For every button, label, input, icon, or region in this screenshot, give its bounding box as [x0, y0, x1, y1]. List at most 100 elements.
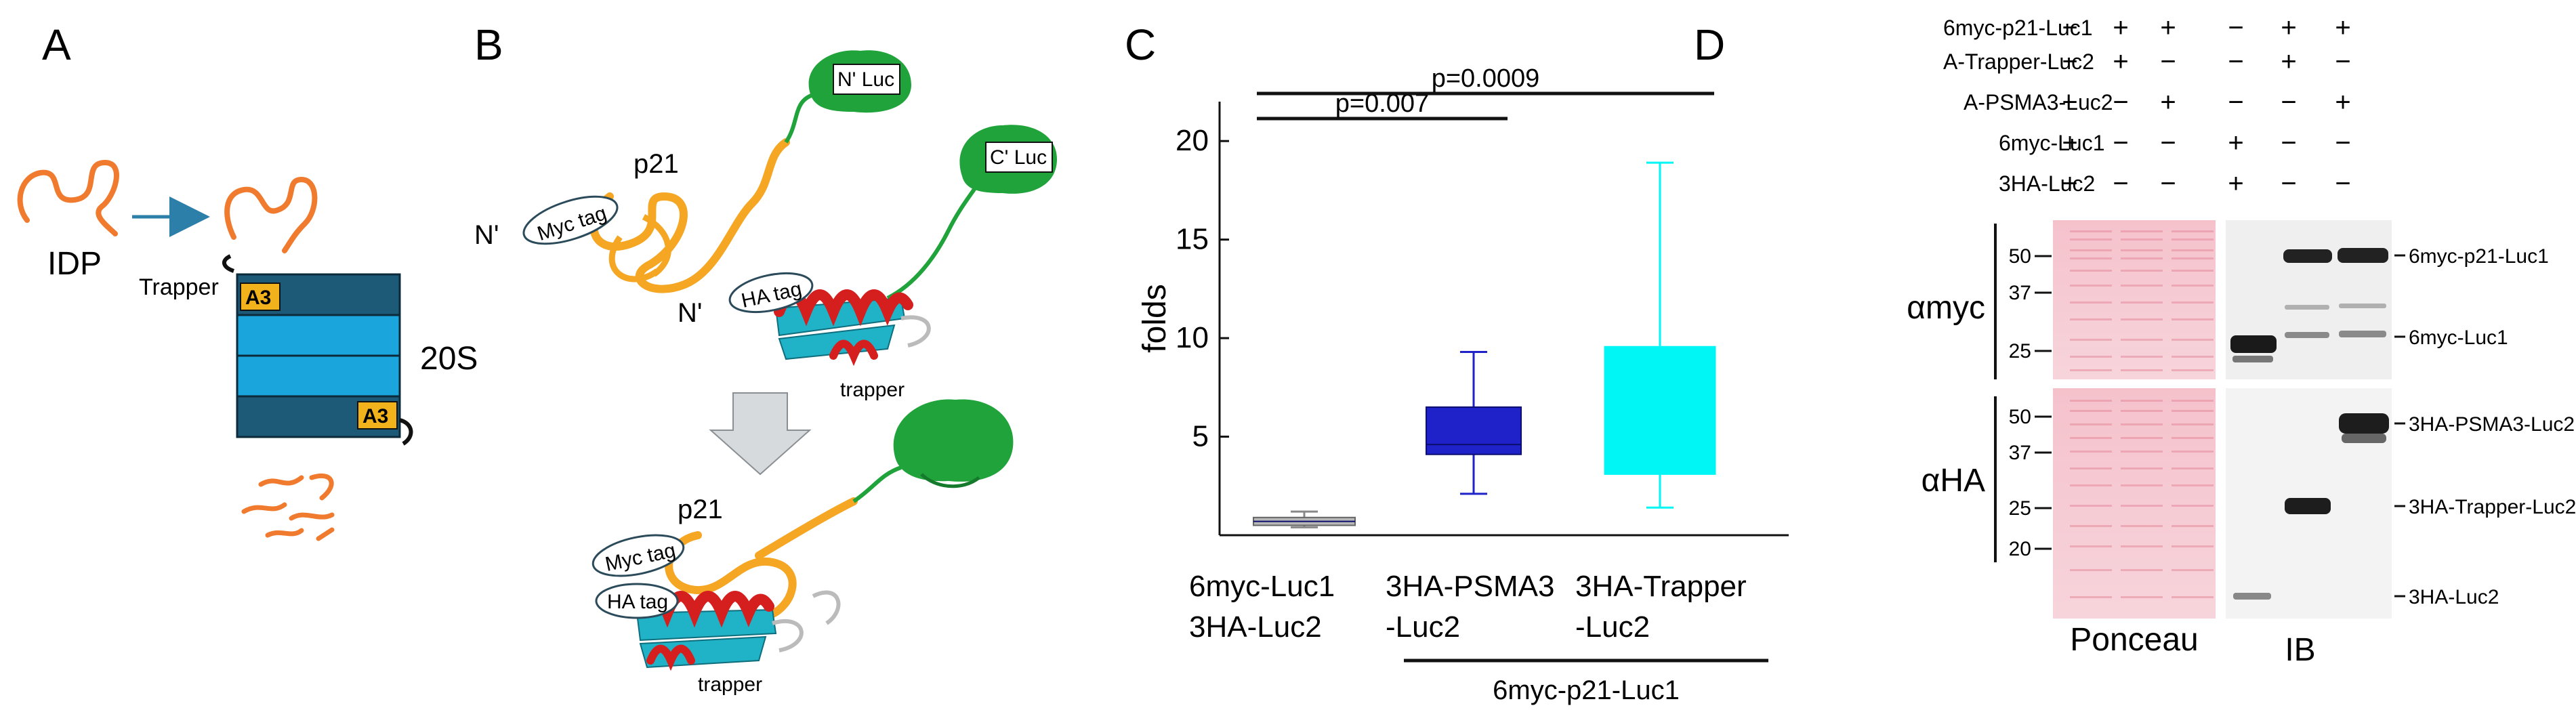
- idp-squiggle: [17, 159, 119, 236]
- panel-b: B p21 N' Luc Myc tag N' N' C' Luc HA tag…: [474, 20, 1057, 696]
- ponceau-bottom-membrane: [2053, 388, 2216, 619]
- ponceau-band-2-8: [2121, 318, 2163, 320]
- band-3ha-psma3-luc2-smear: [2342, 434, 2386, 443]
- ha-tag-ellipse-top: [728, 272, 814, 314]
- ponceau-band-3-13: [2172, 410, 2214, 412]
- ponceau-band-1-12: [2070, 400, 2112, 402]
- ponceau-band-2-1: [2121, 230, 2163, 232]
- ponceau-band-3-6: [2172, 285, 2214, 287]
- condition-sign-2-2: +: [2113, 47, 2128, 77]
- panel-letter-b: B: [474, 20, 503, 69]
- ha-tag-ellipse-bottom: [595, 583, 679, 619]
- p21-loops-top: [608, 213, 671, 283]
- band-label-6myc-luc1: 6myc-Luc1: [2409, 327, 2508, 349]
- trapper-loop-bottom: [772, 590, 841, 652]
- panel-letter-d: D: [1694, 20, 1725, 69]
- ponceau-band-2-4: [2121, 257, 2163, 259]
- category-label-2-line-1: 3HA-PSMA3: [1386, 570, 1554, 603]
- ponceau-band-3-12: [2172, 400, 2214, 402]
- condition-table: 6myc-p21-Luc1− + + − + +A-Trapper-Luc2− + − − + −A…: [1943, 13, 2351, 199]
- ponceau-band-2-19: [2121, 505, 2163, 507]
- box-iqr: [1604, 346, 1716, 474]
- ponceau-band-2-6: [2121, 285, 2163, 287]
- condition-sign-4-4: +: [2228, 128, 2243, 158]
- ponceau-band-3-23: [2172, 596, 2214, 598]
- proteasome-ring-3: [236, 354, 401, 398]
- condition-sign-1-2: +: [2113, 13, 2128, 43]
- band-faint2-lane6: [2339, 304, 2386, 308]
- ponceau-band-1-11: [2070, 369, 2112, 371]
- band-6myc-p21-luc1-lane5: [2283, 249, 2332, 263]
- ponceau-band-1-6: [2070, 285, 2112, 287]
- myc-tag-ellipse-top: [522, 195, 619, 245]
- ponceau-band-3-9: [2172, 339, 2214, 341]
- trapper-tail-top: [222, 254, 235, 273]
- ponceau-band-3-15: [2172, 437, 2214, 439]
- idp-label: IDP: [47, 246, 102, 282]
- condition-sign-3-6: +: [2335, 87, 2350, 117]
- fragment-1: [258, 475, 304, 487]
- ib-label: IB: [2285, 632, 2315, 668]
- condition-label-5: 3HA-Luc2: [1999, 171, 2095, 196]
- condition-sign-5-2: −: [2113, 169, 2128, 199]
- ponceau-band-2-23: [2121, 596, 2163, 598]
- band-faint2-lane5: [2285, 305, 2329, 310]
- condition-sign-4-6: −: [2335, 128, 2350, 158]
- band-label-3ha-luc2: 3HA-Luc2: [2409, 586, 2499, 608]
- condition-label-1: 6myc-p21-Luc1: [1943, 16, 2093, 40]
- luc-complex-blob-2: [920, 473, 980, 488]
- condition-sign-1-3: +: [2160, 13, 2176, 43]
- band-6myc-p21-luc1-lane6: [2338, 248, 2388, 263]
- category-label-1-line-2: 3HA-Luc2: [1189, 610, 1322, 644]
- ponceau-band-3-18: [2172, 484, 2214, 486]
- condition-sign-3-5: −: [2281, 87, 2296, 117]
- ponceau-band-2-21: [2121, 545, 2163, 547]
- linker-c-luc: [886, 175, 984, 300]
- ponceau-band-1-14: [2070, 423, 2112, 425]
- condition-sign-4-3: −: [2160, 128, 2176, 158]
- trapper-helix-top: [774, 289, 913, 327]
- a3-subunit-bottom: [357, 401, 398, 430]
- ponceau-band-1-18: [2070, 484, 2112, 486]
- ponceau-band-2-17: [2121, 467, 2163, 469]
- trapper-sheet-bottom: [636, 608, 777, 669]
- trapper-label: Trapper: [139, 274, 219, 300]
- condition-sign-5-3: −: [2160, 169, 2176, 199]
- myc-tag-ellipse-bottom: [591, 534, 685, 577]
- ponceau-band-2-2: [2121, 238, 2163, 241]
- ponceau-band-1-22: [2070, 569, 2112, 571]
- ponceau-band-1-13: [2070, 410, 2112, 412]
- condition-sign-2-1: −: [2062, 47, 2077, 77]
- n-prime-label-left: N': [474, 220, 499, 250]
- ponceau-band-3-10: [2172, 356, 2214, 358]
- ponceau-band-3-21: [2172, 545, 2214, 547]
- ponceau-band-2-18: [2121, 484, 2163, 486]
- ponceau-band-1-4: [2070, 257, 2112, 259]
- ponceau-band-3-11: [2172, 369, 2214, 371]
- ponceau-band-1-16: [2070, 451, 2112, 453]
- ponceau-band-3-17: [2172, 467, 2214, 469]
- fragment-3: [241, 502, 287, 514]
- c-luc-label-box: [985, 142, 1053, 173]
- ponceau-band-3-20: [2172, 525, 2214, 527]
- fragment-2: [309, 473, 334, 501]
- fragment-5: [265, 528, 304, 538]
- ponceau-band-2-3: [2121, 249, 2163, 251]
- band-6myc-luc1-lane4: [2230, 335, 2277, 353]
- band-faint-lane6: [2339, 331, 2386, 337]
- marker-top-50: 50: [2009, 245, 2031, 268]
- ponceau-band-3-19: [2172, 505, 2214, 507]
- box-2: [1426, 350, 1522, 495]
- p21-coil-top: [589, 138, 790, 293]
- box-iqr: [1426, 406, 1522, 455]
- box-3: [1604, 161, 1716, 509]
- ponceau-band-1-23: [2070, 596, 2112, 598]
- band-3ha-trapper-luc2: [2285, 498, 2331, 514]
- ponceau-band-1-7: [2070, 301, 2112, 304]
- ponceau-top-membrane: [2053, 220, 2216, 379]
- band-label-3ha-psma3-luc2: 3HA-PSMA3-Luc2: [2409, 413, 2575, 436]
- a3-label-top: A3: [245, 287, 271, 309]
- ponceau-band-1-1: [2070, 230, 2112, 232]
- ponceau-band-3-16: [2172, 451, 2214, 453]
- condition-sign-3-2: −: [2113, 87, 2128, 117]
